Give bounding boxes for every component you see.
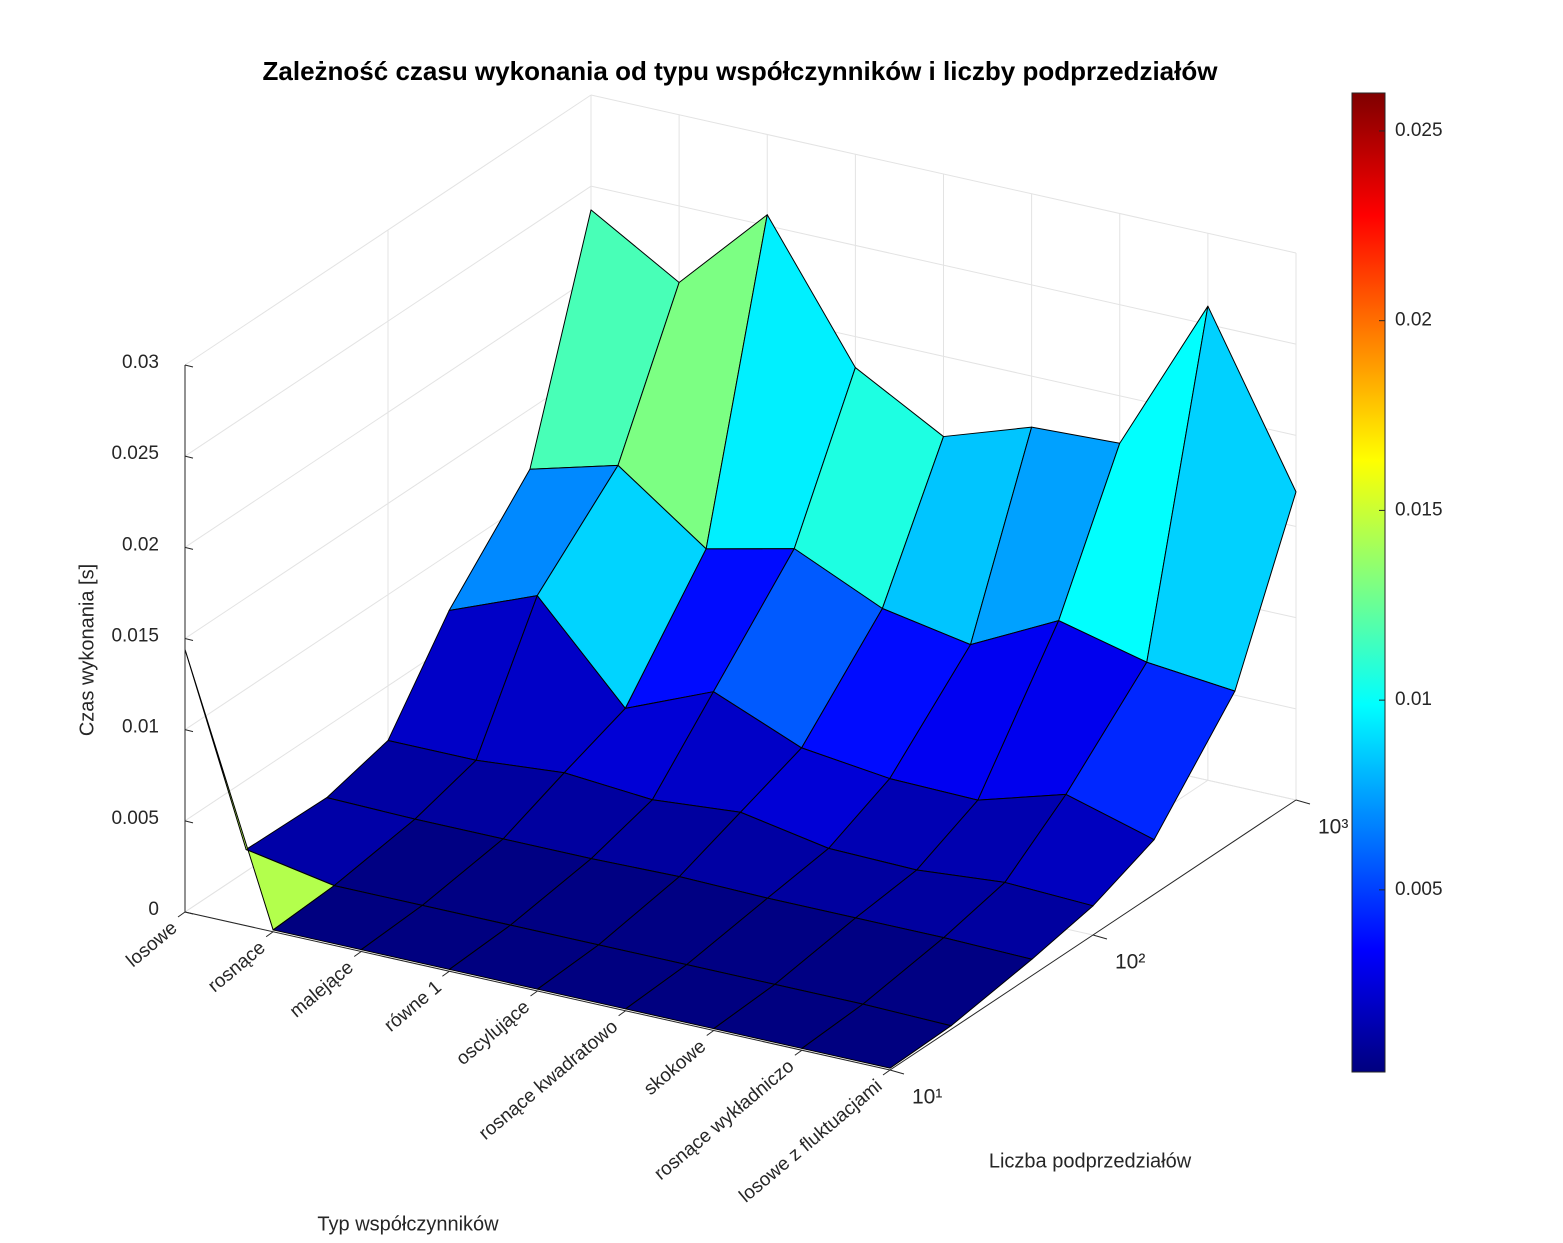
- z-tick-label: 0.025: [111, 443, 159, 464]
- x-tick: [442, 970, 450, 977]
- colorbar-tick-label: 0.02: [1395, 310, 1432, 331]
- y-axis-label: Liczba podprzedziałów: [989, 1150, 1192, 1172]
- x-tick: [177, 911, 186, 918]
- z-tick-label: 0.03: [122, 352, 159, 373]
- x-tick: [882, 1069, 891, 1076]
- z-tick: [184, 364, 194, 368]
- x-tick: [706, 1030, 715, 1036]
- z-tick: [184, 455, 194, 459]
- z-tick: [184, 820, 194, 824]
- x-tick: [794, 1049, 803, 1056]
- x-tick: [530, 990, 538, 997]
- colorbar-tick-label: 0.005: [1395, 879, 1443, 900]
- y-tick: [1092, 934, 1108, 940]
- z-tick: [184, 638, 194, 641]
- x-tick: [353, 951, 362, 957]
- z-tick: [184, 729, 194, 733]
- y-tick-label: 10³: [1318, 816, 1348, 839]
- y-tick: [889, 1069, 905, 1075]
- z-tick-label: 0.01: [122, 717, 159, 738]
- colorbar-tick-label: 0.01: [1395, 689, 1432, 710]
- colorbar-gradient: [1351, 92, 1386, 1073]
- z-tick-label: 0.015: [111, 626, 159, 647]
- z-tick-label: 0.02: [122, 534, 159, 555]
- y-tick-label: 10²: [1115, 951, 1145, 974]
- x-tick: [265, 931, 274, 938]
- colorbar: 0.005 0.01 0.015 0.02 0.025: [1351, 92, 1443, 1073]
- z-axis-label: Czas wykonania [s]: [76, 564, 98, 736]
- z-tick: [184, 911, 194, 915]
- x-axis-label: Typ współczynników: [317, 1213, 499, 1235]
- colorbar-tick-label: 0.025: [1395, 120, 1443, 141]
- z-tick: [184, 546, 194, 550]
- surface-face: [801, 1003, 952, 1069]
- colorbar-tick-label: 0.015: [1395, 499, 1443, 520]
- y-tick: [1295, 799, 1311, 805]
- z-tick-label: 0.005: [111, 808, 159, 829]
- surface: [184, 209, 1297, 1069]
- chart-title: Zależność czasu wykonania od typu współc…: [263, 56, 1219, 86]
- x-tick: [618, 1010, 626, 1017]
- z-tick-label: 0: [148, 899, 159, 920]
- y-tick-label: 10¹: [912, 1086, 942, 1109]
